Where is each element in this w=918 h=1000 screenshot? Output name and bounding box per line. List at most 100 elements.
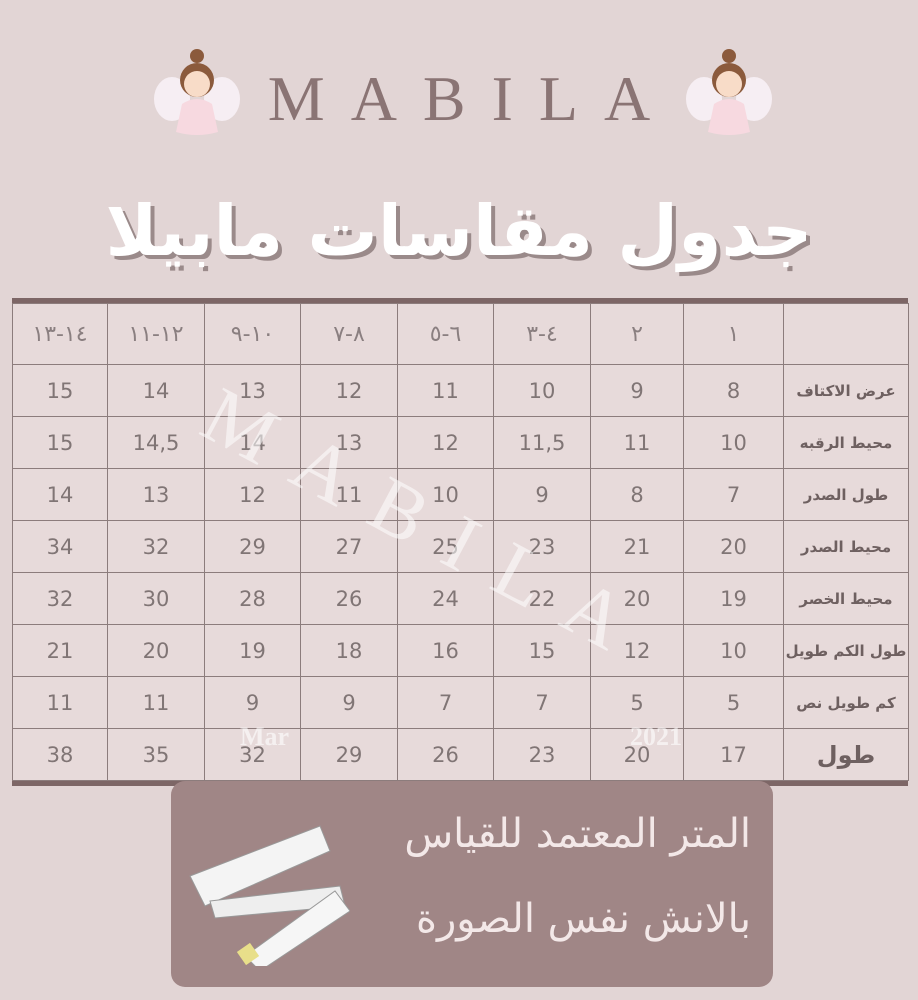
measurement-cell: 5 <box>590 676 684 729</box>
table-row: 15 14,5 14 13 12 11,5 11 10 محيط الرقبه <box>12 416 909 469</box>
measurement-cell: 14 <box>204 416 301 469</box>
measurement-cell: 29 <box>204 520 301 573</box>
measurement-cell: 9 <box>300 676 398 729</box>
row-label: عرض الاكتاف <box>783 364 909 417</box>
size-header: ١ <box>683 303 784 365</box>
measurement-cell: 12 <box>397 416 494 469</box>
measurement-cell: 15 <box>493 624 591 677</box>
size-header: ١٢-١١ <box>107 303 205 365</box>
measurement-cell: 8 <box>683 364 784 417</box>
measurement-cell: 24 <box>397 572 494 625</box>
size-header: ٢ <box>590 303 684 365</box>
measurement-cell: 9 <box>204 676 301 729</box>
size-header: ٦-٥ <box>397 303 494 365</box>
measurement-cell: 21 <box>12 624 108 677</box>
measurement-cell: 32 <box>107 520 205 573</box>
row-label: طول <box>783 728 909 781</box>
measurement-cell: 30 <box>107 572 205 625</box>
measurement-cell: 14 <box>12 468 108 521</box>
measurement-cell: 38 <box>12 728 108 781</box>
measurement-cell: 11 <box>300 468 398 521</box>
measurement-cell: 23 <box>493 728 591 781</box>
watermark-year: 2021 <box>630 722 682 751</box>
measuring-tape-icon <box>189 825 350 966</box>
row-label: محيط الصدر <box>783 520 909 573</box>
measurement-cell: 11 <box>12 676 108 729</box>
measurement-cell: 7 <box>397 676 494 729</box>
measurement-cell: 13 <box>204 364 301 417</box>
measurement-cell: 7 <box>493 676 591 729</box>
measurement-cell: 9 <box>493 468 591 521</box>
measurement-cell: 10 <box>493 364 591 417</box>
size-header: ٨-٧ <box>300 303 398 365</box>
measurement-cell: 12 <box>300 364 398 417</box>
measurement-cell: 11,5 <box>493 416 591 469</box>
measurement-cell: 32 <box>12 572 108 625</box>
row-label: طول الكم طويل <box>783 624 909 677</box>
measurement-cell: 25 <box>397 520 494 573</box>
measurement-cell: 11 <box>397 364 494 417</box>
row-label: كم طويل نص <box>783 676 909 729</box>
measurement-cell: 13 <box>300 416 398 469</box>
fairy-icon <box>686 49 772 135</box>
measurement-cell: 29 <box>300 728 398 781</box>
measurement-cell: 10 <box>683 624 784 677</box>
header-row: ١٤-١٣ ١٢-١١ ١٠-٩ ٨-٧ ٦-٥ ٤-٣ ٢ ١ <box>12 303 909 365</box>
measurement-cell: 13 <box>107 468 205 521</box>
row-label: محيط الخصر <box>783 572 909 625</box>
measurement-cell: 14 <box>107 364 205 417</box>
measurement-cell: 18 <box>300 624 398 677</box>
table-row: 34 32 29 27 25 23 21 20 محيط الصدر <box>12 520 909 573</box>
measurement-cell: 10 <box>683 416 784 469</box>
size-header: ١٤-١٣ <box>12 303 108 365</box>
measurement-cell: 11 <box>590 416 684 469</box>
table-row: 32 30 28 26 24 22 20 19 محيط الخصر <box>12 572 909 625</box>
measurement-cell: 19 <box>204 624 301 677</box>
measurement-cell: 26 <box>397 728 494 781</box>
measurement-cell: 9 <box>590 364 684 417</box>
measurement-cell: 26 <box>300 572 398 625</box>
measurement-cell: 20 <box>590 572 684 625</box>
table-row: 14 13 12 11 10 9 8 7 طول الصدر <box>12 468 909 521</box>
table-row: 15 14 13 12 11 10 9 8 عرض الاكتاف <box>12 364 909 417</box>
measurement-cell: 11 <box>107 676 205 729</box>
measurement-cell: 21 <box>590 520 684 573</box>
measurement-cell: 28 <box>204 572 301 625</box>
fairy-icon <box>154 49 240 135</box>
measurement-cell: 16 <box>397 624 494 677</box>
note-line-2: بالانش نفس الصورة <box>416 896 751 942</box>
measurement-cell: 19 <box>683 572 784 625</box>
watermark-month: Mar <box>240 722 290 751</box>
measurement-cell: 12 <box>590 624 684 677</box>
measurement-cell: 22 <box>493 572 591 625</box>
measurement-cell: 8 <box>590 468 684 521</box>
size-header: ٤-٣ <box>493 303 591 365</box>
measurement-cell: 35 <box>107 728 205 781</box>
measurement-cell: 20 <box>683 520 784 573</box>
measurement-cell: 20 <box>590 728 684 781</box>
size-header <box>783 303 909 365</box>
measurement-cell: 10 <box>397 468 494 521</box>
table-row: 21 20 19 18 16 15 12 10 طول الكم طويل <box>12 624 909 677</box>
measurement-cell: 23 <box>493 520 591 573</box>
page-title: جدول مقاسات مابيلا <box>105 190 813 272</box>
measurement-cell: 27 <box>300 520 398 573</box>
row-label: طول الصدر <box>783 468 909 521</box>
table-row: 38 35 32 29 26 23 20 17 طول <box>12 728 909 781</box>
note-line-1: المتر المعتمد للقياس <box>404 811 751 857</box>
measurement-cell: 7 <box>683 468 784 521</box>
brand-logo: MABILA <box>267 63 677 134</box>
measurement-cell: 14,5 <box>107 416 205 469</box>
measurement-cell: 34 <box>12 520 108 573</box>
measurement-cell: 20 <box>107 624 205 677</box>
size-chart-table: ١٤-١٣ ١٢-١١ ١٠-٩ ٨-٧ ٦-٥ ٤-٣ ٢ ١ 15 14 13 12 11 10 9 8 ع… <box>12 298 909 786</box>
measurement-cell: 17 <box>683 728 784 781</box>
measurement-cell: 5 <box>683 676 784 729</box>
measurement-cell: 15 <box>12 416 108 469</box>
row-label: محيط الرقبه <box>783 416 909 469</box>
measurement-cell: 12 <box>204 468 301 521</box>
size-header: ١٠-٩ <box>204 303 301 365</box>
measurement-cell: 15 <box>12 364 108 417</box>
measuring-note: المتر المعتمد للقياس بالانش نفس الصورة <box>171 781 773 987</box>
table-row: 11 11 9 9 7 7 5 5 كم طويل نص <box>12 676 909 729</box>
